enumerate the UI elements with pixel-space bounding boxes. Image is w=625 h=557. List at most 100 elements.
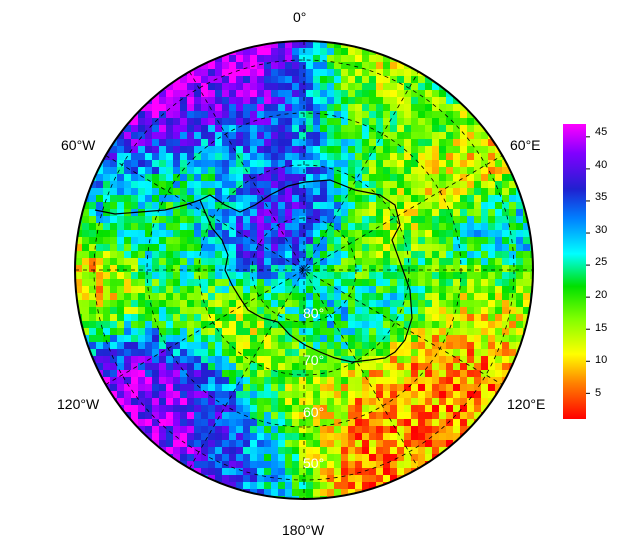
field-cell (404, 188, 412, 196)
field-cell (474, 328, 482, 336)
field-cell (285, 314, 293, 322)
field-cell (222, 307, 230, 315)
field-cell (117, 139, 125, 147)
field-cell (250, 216, 258, 224)
field-cell (194, 377, 202, 385)
field-cell (292, 496, 300, 499)
field-cell (362, 461, 370, 469)
field-cell (292, 440, 300, 448)
field-cell (222, 447, 230, 455)
field-cell (306, 398, 314, 406)
field-cell (341, 83, 349, 91)
field-cell (229, 69, 237, 77)
field-cell (341, 293, 349, 301)
field-cell (215, 286, 223, 294)
field-cell (229, 230, 237, 238)
field-cell (96, 307, 104, 315)
field-cell (334, 209, 342, 217)
field-cell (215, 426, 223, 434)
field-cell (278, 377, 286, 385)
field-cell (187, 314, 195, 322)
field-cell (348, 118, 356, 126)
field-cell (243, 195, 251, 203)
field-cell (103, 216, 111, 224)
field-cell (481, 251, 489, 259)
field-cell (446, 230, 454, 238)
field-cell (446, 370, 454, 378)
field-cell (306, 489, 314, 497)
field-cell (257, 55, 265, 63)
field-cell (306, 209, 314, 217)
field-cell (348, 496, 356, 499)
field-cell (166, 188, 174, 196)
field-cell (278, 265, 286, 273)
field-cell (348, 335, 356, 343)
field-cell (313, 76, 321, 84)
field-cell (376, 209, 384, 217)
field-cell (369, 174, 377, 182)
field-cell (313, 300, 321, 308)
field-cell (453, 279, 461, 287)
field-cell (327, 181, 335, 189)
field-cell (404, 181, 412, 189)
field-cell (292, 188, 300, 196)
field-cell (320, 433, 328, 441)
field-cell (285, 405, 293, 413)
field-cell (250, 265, 258, 273)
field-cell (138, 384, 146, 392)
field-cell (390, 118, 398, 126)
field-cell (327, 258, 335, 266)
field-cell (201, 342, 209, 350)
field-cell (292, 391, 300, 399)
field-cell (369, 83, 377, 91)
field-cell (145, 181, 153, 189)
field-cell (243, 97, 251, 105)
field-cell (327, 195, 335, 203)
field-cell (453, 118, 461, 126)
field-cell (264, 307, 272, 315)
field-cell (453, 314, 461, 322)
field-cell (313, 321, 321, 329)
field-cell (124, 272, 132, 280)
field-cell (327, 153, 335, 161)
field-cell (103, 356, 111, 364)
field-cell (208, 111, 216, 119)
field-cell (257, 90, 265, 98)
field-cell (138, 160, 146, 168)
field-cell (201, 125, 209, 133)
field-cell (173, 335, 181, 343)
field-cell (341, 412, 349, 420)
field-cell (229, 321, 237, 329)
field-cell (390, 328, 398, 336)
field-cell (369, 398, 377, 406)
field-cell (124, 146, 132, 154)
field-cell (411, 174, 419, 182)
field-cell (299, 118, 307, 126)
field-cell (103, 307, 111, 315)
field-cell (313, 475, 321, 483)
field-cell (299, 489, 307, 497)
field-cell (236, 104, 244, 112)
field-cell (208, 398, 216, 406)
field-cell (271, 111, 279, 119)
field-cell (271, 55, 279, 63)
field-cell (369, 377, 377, 385)
field-cell (243, 461, 251, 469)
field-cell (285, 300, 293, 308)
field-cell (474, 195, 482, 203)
field-cell (159, 328, 167, 336)
field-cell (425, 90, 433, 98)
field-cell (194, 111, 202, 119)
field-cell (488, 216, 496, 224)
field-cell (215, 237, 223, 245)
field-cell (425, 265, 433, 273)
field-cell (215, 461, 223, 469)
field-cell (215, 419, 223, 427)
field-cell (215, 244, 223, 252)
field-cell (271, 454, 279, 462)
field-cell (425, 139, 433, 147)
field-cell (481, 398, 489, 406)
field-cell (488, 251, 496, 259)
field-cell (264, 153, 272, 161)
field-cell (495, 223, 503, 231)
